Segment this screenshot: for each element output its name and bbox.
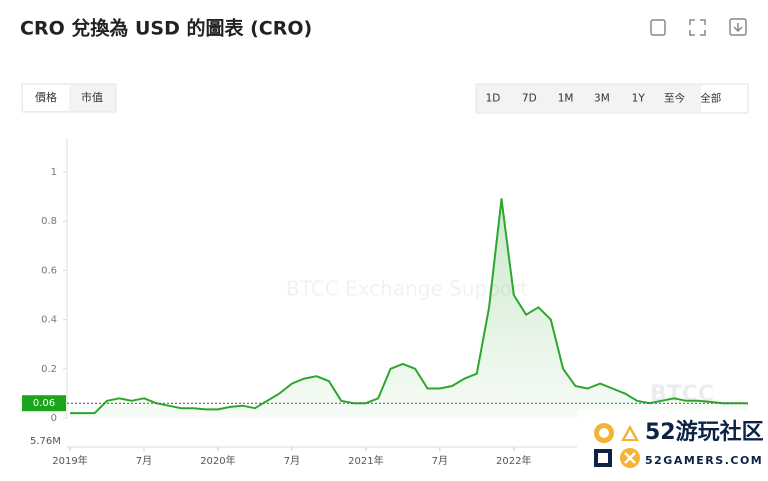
volume-label: 5.76M: [30, 436, 61, 447]
title: CRO 兌換為 USD 的圖表 (CRO): [20, 17, 312, 40]
x-tick-label: 2019年: [52, 454, 87, 467]
logo-name: 52游玩社区: [645, 419, 764, 445]
logo: 52游玩社区 52GAMERS.COM: [577, 410, 768, 477]
tab[interactable]: 市值: [81, 90, 103, 104]
toolbar: [650, 18, 747, 36]
tab-group: 價格 市值: [21, 83, 117, 113]
tab[interactable]: 價格: [35, 90, 57, 104]
x-tick-label: 7月: [284, 455, 300, 467]
range-group: 1D 7D 1M 3M 1Y 至今 全部: [475, 83, 749, 114]
range-button[interactable]: 1Y: [632, 93, 646, 105]
watermark: BTCC Exchange Support: [286, 277, 528, 301]
share-icon[interactable]: [650, 19, 666, 36]
current-price-label: 0.06: [33, 398, 55, 409]
range-button[interactable]: 3M: [594, 93, 610, 105]
x-tick-label: 2020年: [200, 454, 235, 467]
range-button[interactable]: 7D: [522, 93, 537, 105]
logo-site: 52GAMERS.COM: [645, 454, 763, 467]
y-tick-label: 0.8: [41, 216, 57, 227]
line: [70, 198, 748, 415]
fullscreen-icon[interactable]: [689, 19, 706, 36]
area: [70, 199, 748, 418]
range-button[interactable]: 至今: [664, 92, 685, 105]
range-button[interactable]: 1D: [486, 93, 501, 105]
y-tick-label: 0.4: [41, 315, 57, 326]
y-tick-label: 0: [51, 413, 57, 424]
y-tick-label: 0.2: [41, 364, 57, 375]
download-icon[interactable]: [729, 18, 747, 36]
y-tick-label: 1: [51, 167, 57, 178]
y-tick-label: 0.6: [41, 265, 57, 276]
x-tick-label: 7月: [432, 455, 448, 467]
x-tick-label: 2021年: [348, 454, 383, 467]
current-price-box: [22, 395, 66, 412]
range-button[interactable]: 1M: [558, 93, 574, 105]
x-tick-label: 2022年: [496, 454, 531, 467]
range-button[interactable]: 全部: [700, 92, 721, 105]
x-tick-label: 7月: [136, 455, 152, 467]
